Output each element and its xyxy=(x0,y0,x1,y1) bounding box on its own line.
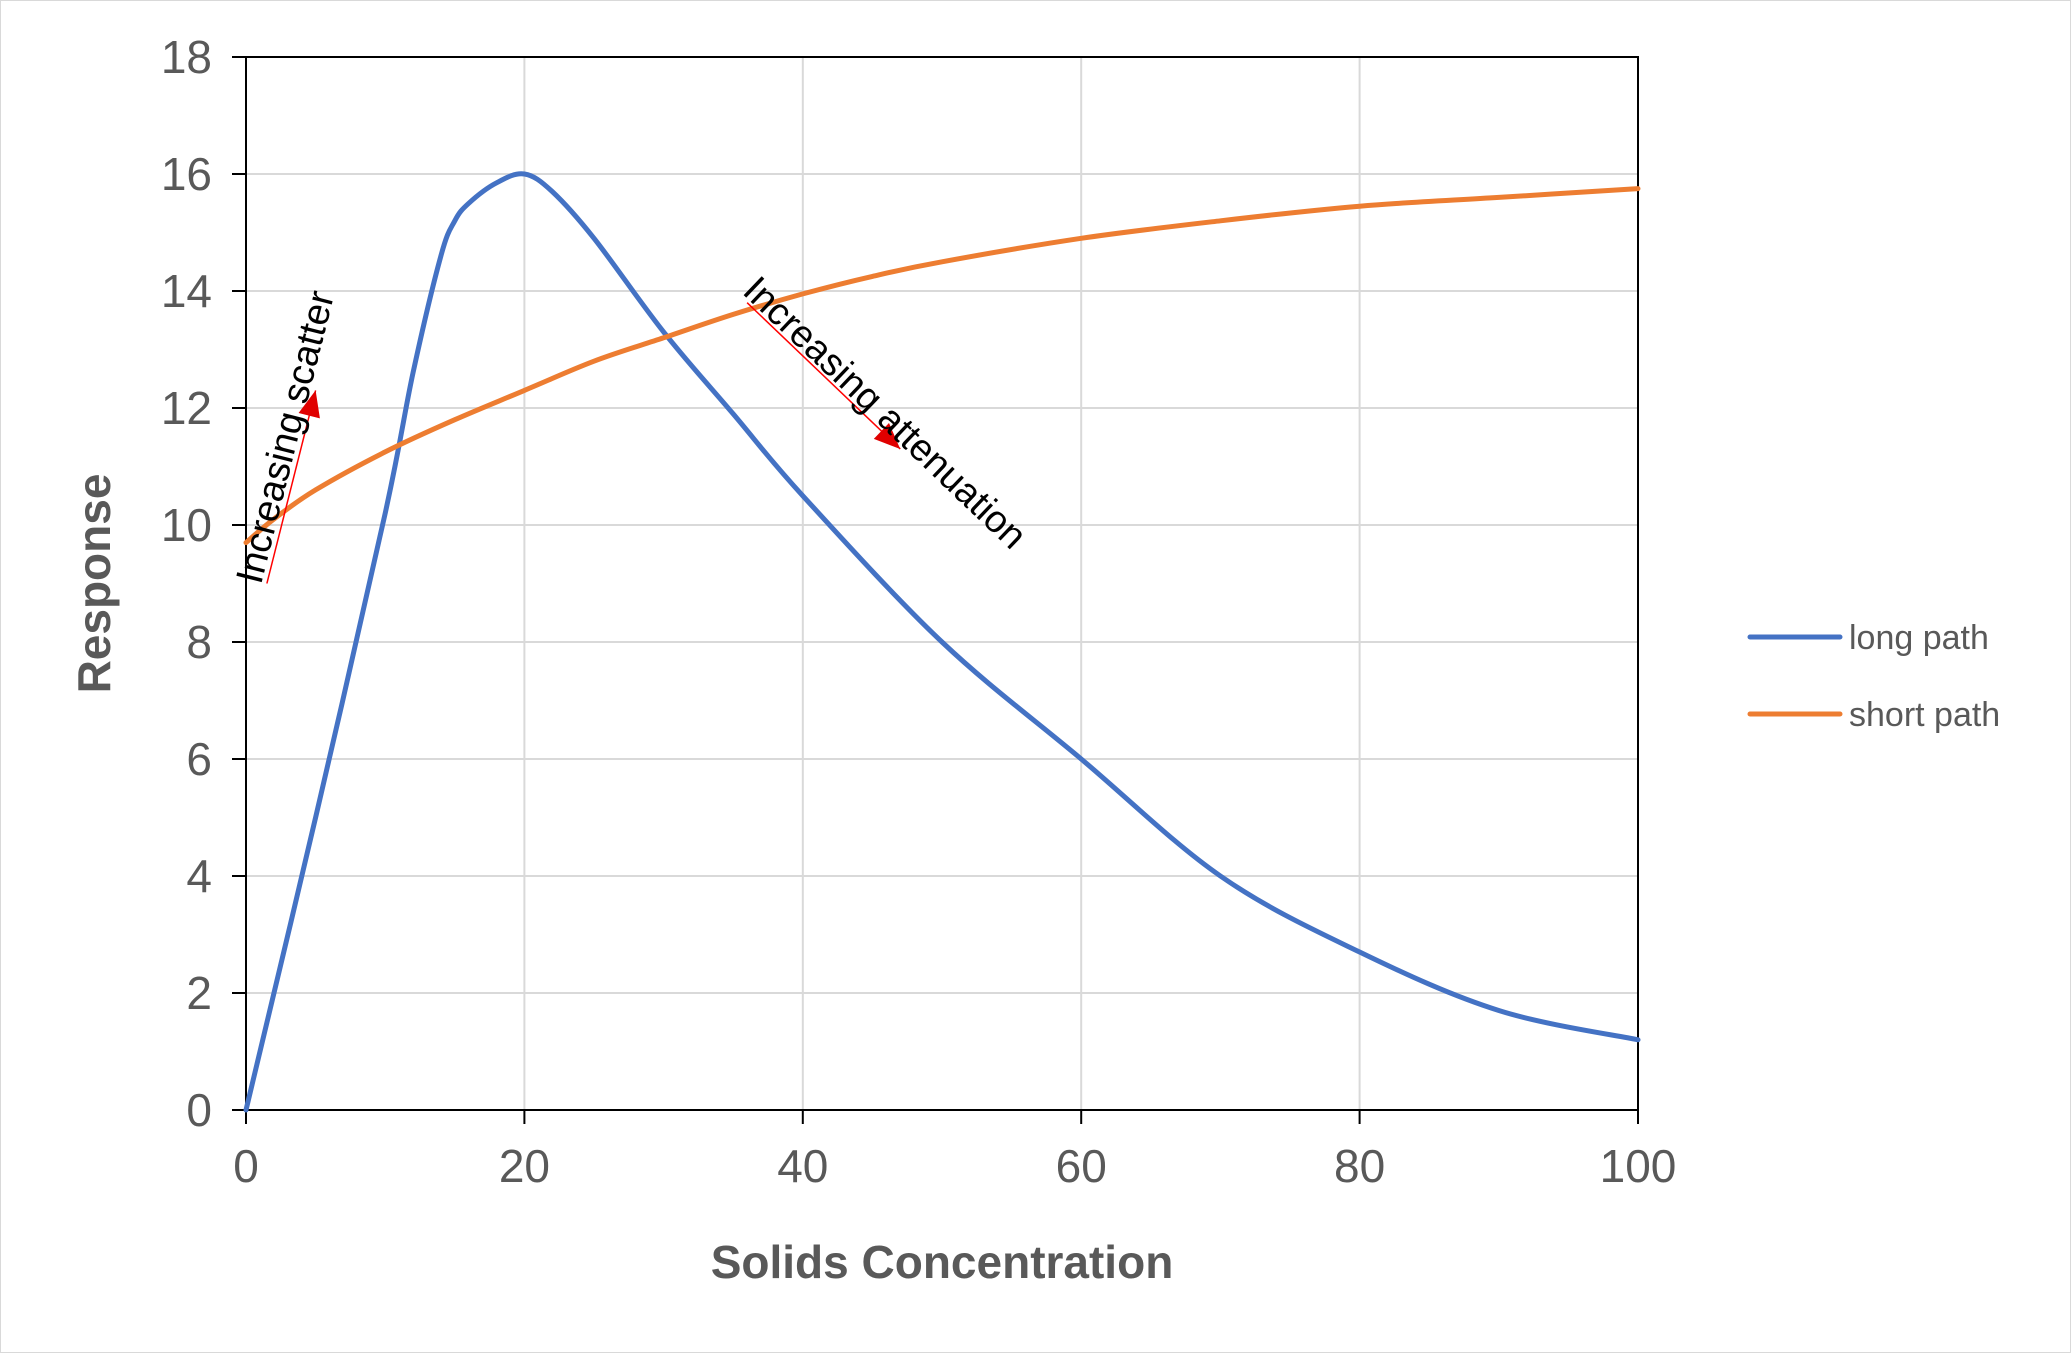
x-tick-label: 80 xyxy=(1334,1140,1385,1192)
gridlines xyxy=(246,56,1639,1110)
x-tick-label: 0 xyxy=(233,1140,259,1192)
legend-label: long path xyxy=(1849,619,1989,657)
axes xyxy=(232,56,1639,1124)
y-tick-label: 0 xyxy=(186,1084,212,1136)
x-tick-label: 40 xyxy=(777,1140,828,1192)
plot-border xyxy=(245,56,1639,1111)
series-line-short-path xyxy=(243,186,1641,546)
annotation-arrowhead xyxy=(298,390,320,419)
legend: long path short path xyxy=(1747,619,2000,734)
x-tick-label: 20 xyxy=(499,1140,550,1192)
y-tick-label: 4 xyxy=(186,850,212,902)
series-line-long-path xyxy=(243,171,1641,1113)
x-axis-title: Solids Concentration xyxy=(711,1236,1174,1288)
x-tick-label: 60 xyxy=(1056,1140,1107,1192)
annotation-arrow-line xyxy=(746,302,901,450)
annotations: Increasing scatter Increasing attenuation xyxy=(229,269,1034,588)
y-tick-label: 18 xyxy=(161,31,212,83)
y-tick-label: 2 xyxy=(186,967,212,1019)
annotation-arrowhead xyxy=(873,423,901,449)
y-tick-label: 10 xyxy=(161,499,212,551)
y-tick-label: 6 xyxy=(186,733,212,785)
series-lines xyxy=(243,171,1641,1113)
y-axis-title: Response xyxy=(68,474,120,694)
tick-labels: 0 2 4 6 8 10 12 14 16 18 0 20 40 60 80 100 xyxy=(161,31,1677,1192)
y-tick-label: 8 xyxy=(186,616,212,668)
y-tick-label: 14 xyxy=(161,265,212,317)
annotation-text: Increasing attenuation xyxy=(735,269,1034,558)
y-tick-label: 12 xyxy=(161,382,212,434)
legend-label: short path xyxy=(1849,696,2000,734)
y-tick-label: 16 xyxy=(161,148,212,200)
x-tick-label: 100 xyxy=(1600,1140,1677,1192)
annotation-arrow-line xyxy=(266,390,317,584)
